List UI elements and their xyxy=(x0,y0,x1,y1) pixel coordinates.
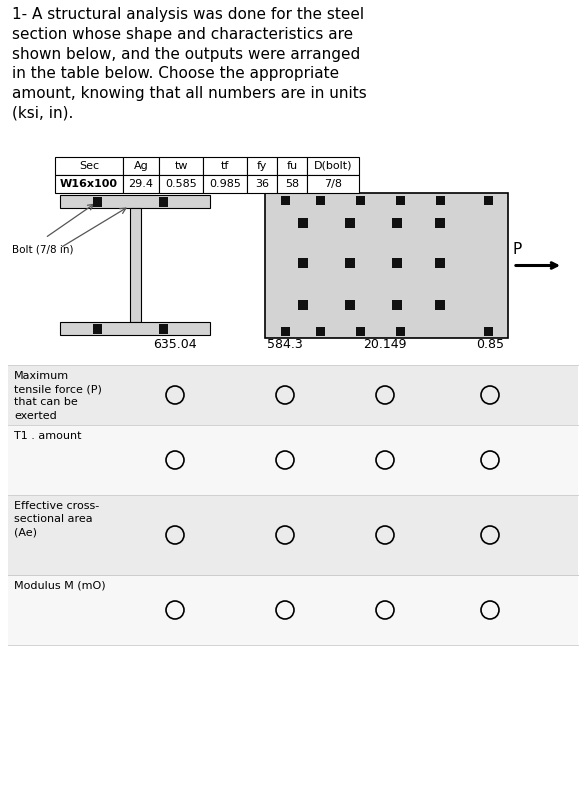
Text: W16x100: W16x100 xyxy=(60,179,118,189)
Bar xyxy=(60,322,210,335)
Bar xyxy=(345,300,355,310)
Bar xyxy=(307,157,359,175)
Bar xyxy=(281,326,289,335)
Text: Effective cross-
sectional area
(Ae): Effective cross- sectional area (Ae) xyxy=(14,501,99,538)
Text: fy: fy xyxy=(257,161,267,171)
Bar xyxy=(93,197,101,206)
Bar xyxy=(247,157,277,175)
Bar xyxy=(247,175,277,193)
Text: Sec: Sec xyxy=(79,161,99,171)
Bar xyxy=(307,175,359,193)
Bar xyxy=(277,175,307,193)
Text: Bolt (7/8 in): Bolt (7/8 in) xyxy=(12,245,73,255)
Text: 0.85: 0.85 xyxy=(476,338,504,351)
Bar xyxy=(435,218,445,228)
Text: 7/8: 7/8 xyxy=(324,179,342,189)
Bar xyxy=(356,195,364,205)
Text: 29.4: 29.4 xyxy=(128,179,154,189)
Bar xyxy=(8,575,578,645)
Bar xyxy=(265,193,508,338)
Text: 0.585: 0.585 xyxy=(165,179,197,189)
Text: tf: tf xyxy=(221,161,229,171)
Bar xyxy=(392,258,402,268)
Bar xyxy=(315,195,325,205)
Bar xyxy=(130,208,141,322)
Bar xyxy=(396,195,404,205)
Text: D(bolt): D(bolt) xyxy=(314,161,352,171)
Text: P: P xyxy=(513,242,522,257)
Bar xyxy=(55,175,123,193)
Bar xyxy=(298,218,308,228)
Text: 20.149: 20.149 xyxy=(363,338,407,351)
Bar xyxy=(392,218,402,228)
Text: Maximum
tensile force (P)
that can be
exerted: Maximum tensile force (P) that can be ex… xyxy=(14,371,102,421)
Bar xyxy=(345,258,355,268)
Bar xyxy=(8,425,578,495)
Bar xyxy=(60,195,210,208)
Bar xyxy=(345,218,355,228)
Text: Modulus M (mO): Modulus M (mO) xyxy=(14,581,105,591)
Text: fu: fu xyxy=(287,161,298,171)
Bar xyxy=(159,175,203,193)
Bar xyxy=(93,323,101,334)
Bar xyxy=(123,157,159,175)
Bar xyxy=(55,157,123,175)
Bar xyxy=(315,326,325,335)
Text: 58: 58 xyxy=(285,179,299,189)
Bar xyxy=(435,195,445,205)
Text: Ag: Ag xyxy=(134,161,148,171)
Text: 1- A structural analysis was done for the steel
section whose shape and characte: 1- A structural analysis was done for th… xyxy=(12,7,367,121)
Text: tw: tw xyxy=(174,161,188,171)
Bar xyxy=(8,365,578,425)
Text: 584.3: 584.3 xyxy=(267,338,303,351)
Bar xyxy=(298,300,308,310)
Bar xyxy=(158,197,168,206)
Bar xyxy=(159,157,203,175)
Text: 0.985: 0.985 xyxy=(209,179,241,189)
Bar xyxy=(298,258,308,268)
Bar xyxy=(392,300,402,310)
Bar xyxy=(281,195,289,205)
Bar xyxy=(203,175,247,193)
Bar xyxy=(396,326,404,335)
Text: T1 . amount: T1 . amount xyxy=(14,431,81,441)
Bar xyxy=(356,326,364,335)
Bar xyxy=(435,258,445,268)
Bar xyxy=(123,175,159,193)
Bar xyxy=(435,300,445,310)
Bar xyxy=(483,195,492,205)
Bar xyxy=(203,157,247,175)
Bar xyxy=(8,495,578,575)
Bar xyxy=(158,323,168,334)
Text: 635.04: 635.04 xyxy=(153,338,197,351)
Bar xyxy=(277,157,307,175)
Text: 36: 36 xyxy=(255,179,269,189)
Bar xyxy=(483,326,492,335)
